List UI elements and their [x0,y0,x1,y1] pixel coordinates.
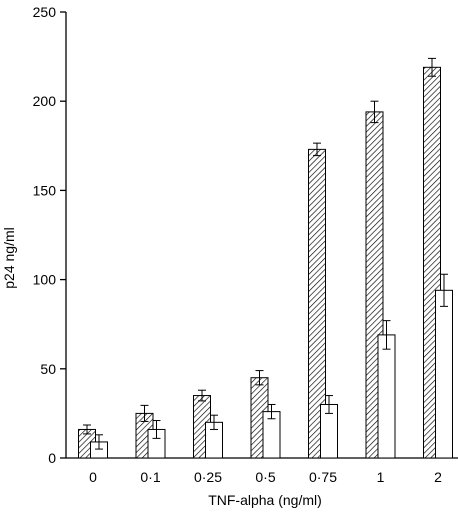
bars [78,57,453,459]
bar-open [435,289,453,459]
bar-open [377,334,396,459]
x-tick-label: 0 [89,469,97,485]
y-tick-label: 0 [48,450,56,466]
x-tick-label: 0·25 [194,469,222,485]
x-tick-label: 0·75 [309,469,337,485]
y-tick-label: 200 [33,93,57,109]
y-tick-label: 100 [33,272,57,288]
x-tick-label: 0·5 [255,469,275,485]
x-tick-label: 0·1 [140,469,160,485]
y-tick-label: 250 [33,4,57,20]
x-tick-label: 2 [434,469,442,485]
tick-labels: 0 50 100 150 200 250 0 0·1 0·25 0·5 0·75 1 2 [33,4,442,485]
y-tick-label: 150 [33,182,57,198]
x-axis-label: TNF-alpha (ng/ml) [208,492,322,508]
y-tick-label: 50 [40,361,56,377]
x-tick-label: 1 [377,469,385,485]
y-axis-label: p24 ng/ml [1,227,17,288]
